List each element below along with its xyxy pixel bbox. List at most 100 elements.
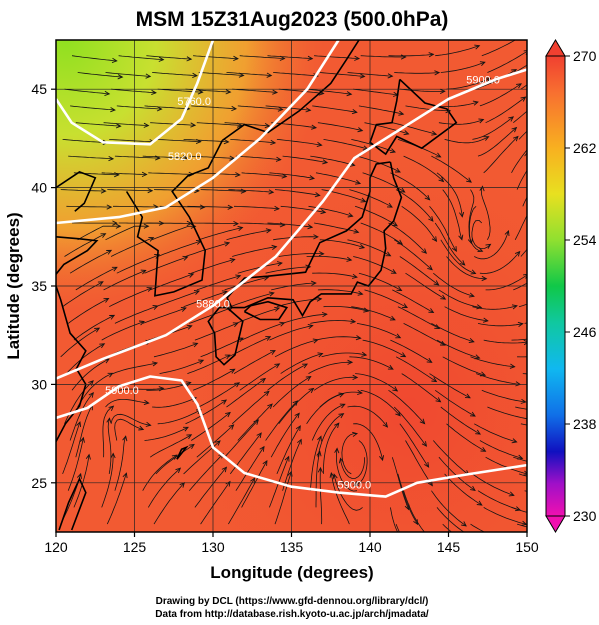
x-tick-label: 150 [515,539,539,555]
streamline-arrow [363,307,370,313]
streamline-arrow [421,441,428,447]
streamline [433,272,475,297]
streamline-arrow [421,248,428,254]
streamline-arrow [354,55,361,61]
streamline [483,339,527,344]
streamline [319,72,365,77]
streamline-arrow [481,275,488,282]
streamline-arrow [508,540,513,544]
streamline [479,251,521,274]
streamline-arrow [316,296,323,302]
streamline [433,101,479,107]
streamline [364,122,409,135]
streamline-arrow [541,146,546,151]
streamline [228,478,255,525]
streamline [196,275,241,291]
streamline [517,356,527,358]
streamline [481,40,517,57]
streamline [191,105,237,110]
streamline [62,139,108,144]
streamline-arrow [557,530,562,534]
y-axis-label: Latitude (degrees) [4,212,23,359]
streamline [321,352,367,358]
streamline-arrow [295,425,301,432]
streamline [155,290,200,308]
streamline [487,50,527,73]
streamline [144,105,190,110]
streamline-arrow [152,361,159,367]
streamline [474,423,517,443]
streamline [317,289,363,295]
streamline-arrow [106,249,113,255]
streamline [149,434,192,458]
streamline [64,380,94,424]
colorbar-bottom-arrow [545,515,566,533]
streamline [159,359,204,374]
streamline [189,155,235,159]
streamline-arrow [103,298,110,303]
streamline-arrow [353,228,360,234]
streamline [315,451,321,508]
streamline [435,45,480,57]
streamline-arrow [387,73,394,79]
streamline [394,72,440,74]
grid-lines [56,40,527,532]
streamline [392,289,434,313]
streamline [477,490,521,511]
streamline-arrow [470,485,476,491]
streamline [62,421,81,475]
streamline-arrow [379,455,385,462]
streamline [185,399,227,425]
streamline-arrow [360,197,367,203]
streamline [273,236,318,241]
streamline [276,139,322,146]
streamline [152,397,197,408]
streamline [114,305,158,324]
streamline [196,122,242,126]
streamline [239,55,285,59]
coastline [56,236,99,275]
streamline [446,256,487,280]
streamline [347,405,388,428]
streamline-arrow [107,372,114,378]
streamline [442,356,486,376]
streamline [226,72,272,76]
streamline [198,227,243,241]
streamline-arrow [276,261,283,267]
streamline [391,457,410,510]
streamline [429,206,457,252]
coastline [226,161,403,318]
streamline-arrow [397,239,404,245]
streamline [153,482,185,525]
streamline-arrow [223,139,230,145]
streamline [77,72,123,78]
streamline-arrow [264,123,271,129]
streamline [353,440,368,486]
streamline [516,169,527,190]
streamline [323,139,368,150]
streamline [101,321,145,341]
streamline [142,155,188,159]
streamline-arrow [88,380,94,386]
streamline-arrow [355,335,362,341]
streamline [364,289,408,308]
streamline [403,490,425,532]
streamline [200,337,244,358]
streamline [232,246,277,257]
streamline [190,412,231,441]
streamline-arrow [477,247,484,253]
streamline-arrow [509,363,516,369]
streamline-arrow [268,291,275,297]
streamline-arrow [466,177,472,183]
streamline-arrow [141,171,148,178]
streamline [358,272,402,291]
streamline-arrow [355,179,362,185]
streamline [150,273,194,291]
streamline-arrow [274,306,281,312]
streamline-arrow [329,471,335,478]
streamline-arrow [322,159,329,165]
streamline-arrow [224,354,231,360]
streamline-arrow [317,435,322,442]
streamline-arrow [338,457,344,464]
footer-line-2: Data from http://database.rish.kyoto-u.a… [155,609,429,620]
